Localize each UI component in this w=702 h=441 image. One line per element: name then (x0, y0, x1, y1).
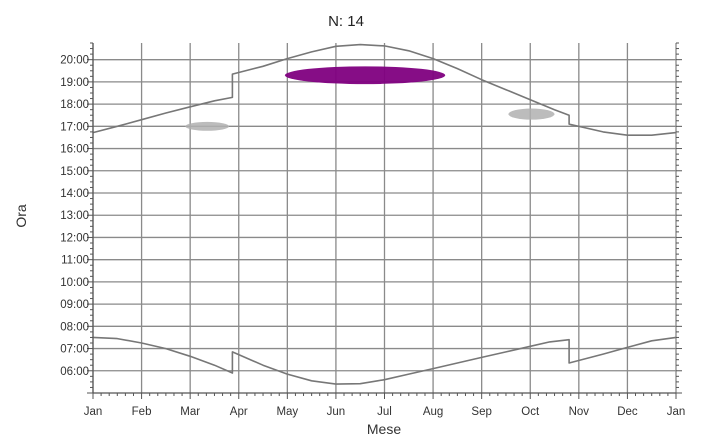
events (185, 66, 555, 131)
x-axis-title: Mese (367, 421, 401, 437)
y-tick-label: 13:00 (60, 210, 89, 222)
y-tick-label: 15:00 (60, 166, 89, 178)
x-tick-label: Oct (521, 406, 540, 418)
y-tick-label: 19:00 (60, 77, 89, 89)
x-tick-label: May (276, 406, 298, 418)
y-tick-label: 11:00 (61, 255, 89, 267)
x-tick-label: Jan (667, 406, 686, 418)
x-tick-label: Feb (132, 406, 152, 418)
x-tick-label: Apr (230, 406, 248, 418)
y-tick-label: 06:00 (60, 366, 89, 378)
y-tick-label: 20:00 (60, 55, 89, 67)
y-tick-label: 12:00 (60, 232, 89, 244)
sunset-line (92, 43, 677, 136)
x-tick-label: Nov (569, 406, 590, 418)
x-tick-label: Jun (327, 406, 346, 418)
x-tick-label: Aug (423, 406, 443, 418)
y-tick-label: 08:00 (60, 321, 89, 333)
tick-labels: 06:00 07:00 08:00 09:00 10:00 11:00 12:00 13:00… (60, 55, 685, 418)
event-blob-gray (508, 108, 555, 120)
event-blob-purple (284, 66, 446, 85)
series (92, 43, 677, 385)
x-tick-label: Jul (377, 406, 392, 418)
y-tick-label: 17:00 (60, 121, 89, 133)
sunrise-line (92, 336, 677, 385)
x-tick-label: Jan (84, 406, 103, 418)
x-tick-label: Mar (180, 406, 200, 418)
x-tick-label: Sep (471, 406, 491, 418)
y-tick-label: 14:00 (60, 188, 89, 200)
chart-title: N: 14 (328, 13, 364, 30)
x-tick-label: Dec (617, 406, 638, 418)
y-tick-label: 16:00 (60, 144, 89, 156)
y-tick-label: 10:00 (60, 277, 89, 289)
y-tick-label: 07:00 (60, 344, 89, 356)
ticks (87, 42, 682, 399)
grid (92, 43, 677, 393)
event-blob-gray (185, 121, 230, 131)
y-axis-title: Ora (13, 204, 29, 228)
y-tick-label: 09:00 (60, 299, 89, 311)
y-tick-label: 18:00 (60, 99, 89, 111)
